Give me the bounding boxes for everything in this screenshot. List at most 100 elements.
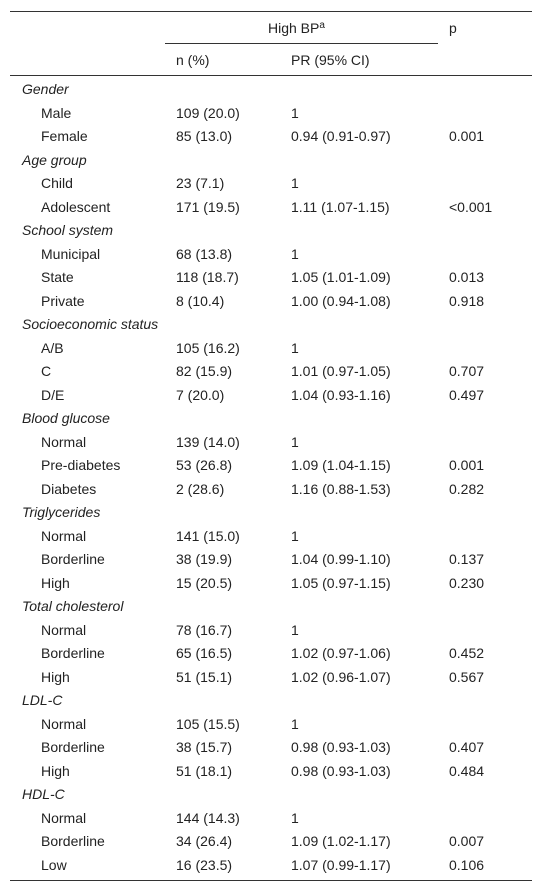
cell-pr: 1 <box>291 175 299 191</box>
cell-p: 0.137 <box>449 551 485 567</box>
cell-p: 0.407 <box>449 739 485 755</box>
cell-p: 0.497 <box>449 386 485 403</box>
header-p: p <box>449 20 457 36</box>
cell-pr: 1.00 (0.94-1.08) <box>291 292 391 309</box>
cell-p: 0.707 <box>449 363 485 379</box>
cell-pr: 1.09 (1.02-1.17) <box>291 833 391 849</box>
row-label: Borderline <box>41 833 105 849</box>
cell-pr: 1.04 (0.99-1.10) <box>291 551 391 567</box>
cell-n: 51 (18.1) <box>176 762 233 779</box>
cell-n: 78 (16.7) <box>176 621 233 638</box>
bottom-rule <box>10 880 532 881</box>
group-label: School system <box>22 222 114 238</box>
cell-pr: 1 <box>291 621 299 638</box>
cell-pr: 1.01 (0.97-1.05) <box>291 363 391 379</box>
group-label: Blood glucose <box>22 410 110 426</box>
group-label: LDL-C <box>22 692 63 708</box>
row-label: Normal <box>41 715 87 732</box>
cell-n: 7 (20.0) <box>176 386 225 403</box>
row-label: High <box>41 762 70 779</box>
cell-p: 0.918 <box>449 292 485 309</box>
cell-pr: 1 <box>291 104 299 121</box>
row-label: Male <box>41 104 72 121</box>
row-label: D/E <box>41 386 65 403</box>
group-label: HDL-C <box>22 786 65 802</box>
cell-n: 105 (16.2) <box>176 339 240 356</box>
header-sup: a <box>319 20 325 31</box>
cell-p: 0.001 <box>449 457 485 473</box>
header-rule <box>10 75 532 76</box>
cell-pr: 1.05 (1.01-1.09) <box>291 269 391 285</box>
row-label: State <box>41 269 74 285</box>
row-label: Normal <box>41 433 87 450</box>
cell-n: 68 (13.8) <box>176 245 233 262</box>
header-n: n (%) <box>176 52 210 68</box>
cell-pr: 0.94 (0.91-0.97) <box>291 128 391 144</box>
cell-n: 23 (7.1) <box>176 175 225 191</box>
row-label: Diabetes <box>41 480 97 497</box>
row-label: Borderline <box>41 645 105 661</box>
cell-pr: 1.09 (1.04-1.15) <box>291 457 391 473</box>
group-label: Age group <box>22 151 87 168</box>
cell-n: 51 (15.1) <box>176 668 233 685</box>
row-label: Adolescent <box>41 198 111 215</box>
cell-n: 8 (10.4) <box>176 292 225 309</box>
cell-pr: 1.11 (1.07-1.15) <box>291 198 390 215</box>
group-label: Gender <box>22 81 69 97</box>
group-rule <box>165 43 438 44</box>
cell-pr: 1 <box>291 715 299 732</box>
row-label: C <box>41 363 52 379</box>
cell-n: 65 (16.5) <box>176 645 233 661</box>
cell-n: 15 (20.5) <box>176 574 233 591</box>
cell-n: 109 (20.0) <box>176 104 240 121</box>
cell-pr: 1 <box>291 339 299 356</box>
cell-p: 0.007 <box>449 833 485 849</box>
cell-pr: 1.02 (0.97-1.06) <box>291 645 391 661</box>
group-label: Socioeconomic status <box>22 316 159 332</box>
row-label: Pre-diabetes <box>41 457 121 473</box>
cell-pr: 1.16 (0.88-1.53) <box>291 480 391 497</box>
cell-n: 82 (15.9) <box>176 363 233 379</box>
cell-p: 0.282 <box>449 480 485 497</box>
row-label: High <box>41 668 70 685</box>
cell-n: 171 (19.5) <box>176 198 240 215</box>
header-group: High BPa <box>268 20 325 36</box>
cell-pr: 1.07 (0.99-1.17) <box>291 856 391 873</box>
cell-n: 2 (28.6) <box>176 480 225 497</box>
cell-n: 139 (14.0) <box>176 433 240 450</box>
row-label: High <box>41 574 70 591</box>
row-label: Low <box>41 856 67 873</box>
cell-n: 144 (14.3) <box>176 809 240 826</box>
cell-n: 85 (13.0) <box>176 128 233 144</box>
cell-p: 0.484 <box>449 762 485 779</box>
cell-n: 34 (26.4) <box>176 833 233 849</box>
group-label: Triglycerides <box>22 504 101 520</box>
cell-pr: 1 <box>291 245 299 262</box>
cell-n: 141 (15.0) <box>176 527 240 544</box>
row-label: Borderline <box>41 739 105 755</box>
row-label: A/B <box>41 339 64 356</box>
cell-p: 0.106 <box>449 856 485 873</box>
cell-n: 38 (15.7) <box>176 739 233 755</box>
cell-n: 105 (15.5) <box>176 715 240 732</box>
cell-pr: 1.04 (0.93-1.16) <box>291 386 391 403</box>
cell-pr: 1 <box>291 809 299 826</box>
cell-n: 38 (19.9) <box>176 551 233 567</box>
row-label: Normal <box>41 527 87 544</box>
cell-pr: 1.02 (0.96-1.07) <box>291 668 391 685</box>
cell-n: 118 (18.7) <box>176 269 239 285</box>
cell-p: 0.567 <box>449 668 485 685</box>
cell-p: <0.001 <box>449 198 493 215</box>
header-pr: PR (95% CI) <box>291 52 370 68</box>
cell-p: 0.001 <box>449 128 485 144</box>
cell-pr: 0.98 (0.93-1.03) <box>291 739 391 755</box>
cell-n: 53 (26.8) <box>176 457 233 473</box>
cell-p: 0.452 <box>449 645 485 661</box>
row-label: Private <box>41 292 85 309</box>
row-label: Female <box>41 128 88 144</box>
cell-p: 0.230 <box>449 574 485 591</box>
cell-p: 0.013 <box>449 269 485 285</box>
cell-pr: 1.05 (0.97-1.15) <box>291 574 391 591</box>
header-group-text: High BP <box>268 20 320 36</box>
